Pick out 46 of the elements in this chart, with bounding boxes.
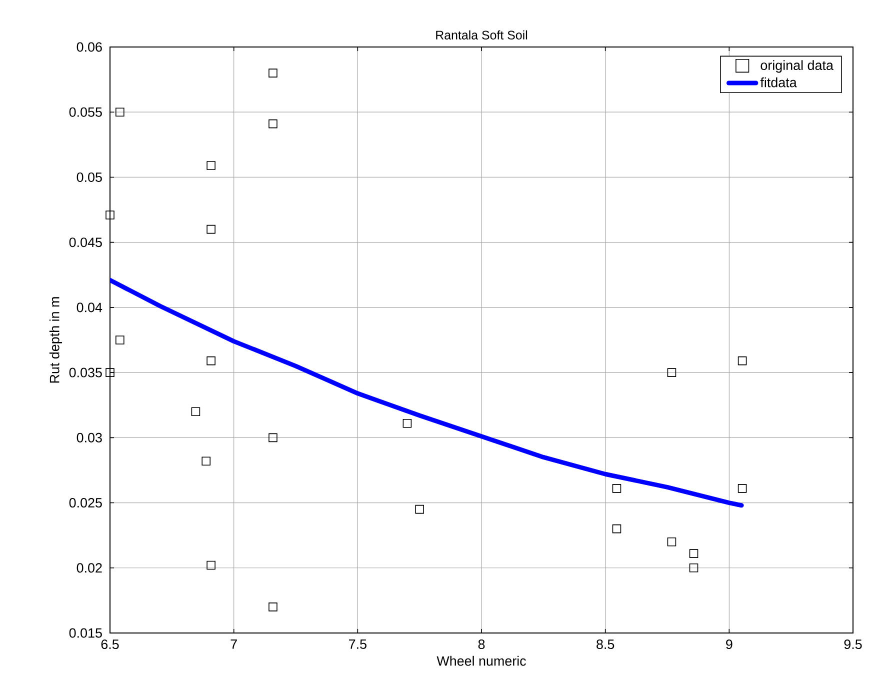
- y-tick-label: 0.06: [76, 42, 102, 52]
- point: [268, 433, 278, 442]
- point: [689, 563, 698, 572]
- point: [116, 336, 124, 344]
- point: [202, 456, 210, 466]
- point: [667, 537, 676, 546]
- point: [268, 68, 278, 78]
- point: [402, 418, 412, 428]
- y-tick-label: 0.05: [76, 172, 102, 182]
- y-tick-label: 0.03: [76, 432, 102, 442]
- point: [106, 368, 114, 377]
- point: [206, 560, 216, 570]
- x-tick-label: 8.5: [596, 640, 614, 650]
- point: [612, 524, 622, 534]
- point: [206, 356, 216, 366]
- y-axis-title: Rut depth in m: [49, 297, 62, 383]
- x-tick-label: 8: [478, 640, 485, 650]
- point: [268, 602, 278, 612]
- x-tick-label: 7: [230, 640, 237, 649]
- point: [106, 210, 114, 220]
- x-tick-label: 9.5: [844, 640, 862, 650]
- y-tick-label: 0.02: [76, 563, 102, 573]
- point: [689, 549, 698, 558]
- point: [206, 161, 216, 170]
- point: [191, 407, 200, 416]
- y-tick-label: 0.045: [69, 238, 102, 248]
- legend-label: fitdata: [760, 77, 797, 88]
- x-tick-label: 9: [726, 640, 732, 650]
- point: [667, 368, 676, 377]
- point: [612, 484, 622, 493]
- y-tick-label: 0.015: [69, 628, 102, 638]
- y-tick-label: 0.055: [69, 107, 102, 117]
- point: [415, 504, 424, 514]
- x-tick-label: 7.5: [349, 640, 366, 649]
- y-tick-label: 0.04: [76, 302, 102, 312]
- point: [116, 108, 124, 117]
- chart-title: Rantala Soft Soil: [436, 30, 528, 40]
- point: [738, 356, 747, 366]
- point: [268, 119, 278, 128]
- point: [206, 224, 216, 234]
- x-tick-label: 6.5: [101, 640, 119, 650]
- y-tick-label: 0.025: [69, 498, 102, 508]
- x-axis-title: Wheel numeric: [436, 656, 526, 666]
- legend-label: original data: [760, 60, 834, 73]
- point: [738, 484, 747, 493]
- y-tick-label: 0.035: [69, 368, 102, 378]
